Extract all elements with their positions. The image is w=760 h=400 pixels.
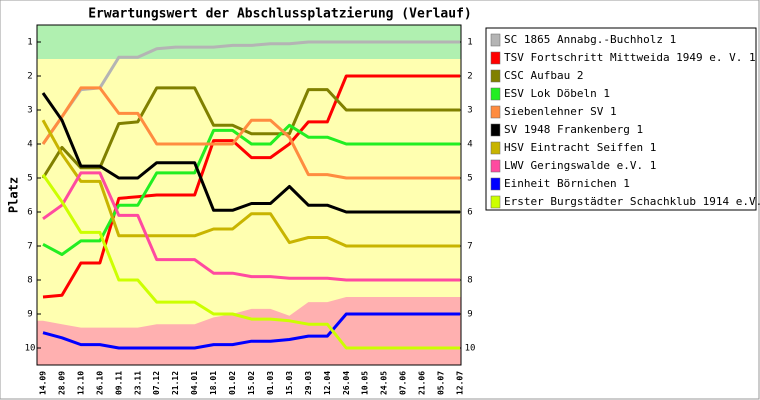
y-tick-label: 6 [27,208,32,218]
x-tick-label: 29.03 [304,371,313,395]
y-axis-label: Platz [7,177,21,213]
y-tick-label: 2 [27,72,32,82]
x-tick-label: 07.12 [152,371,161,395]
series-line [41,86,460,180]
y-tick-label-right: 3 [467,106,472,116]
x-tick-label: 10.05 [361,371,370,395]
y-tick-label: 8 [27,276,32,286]
chart-title: Erwartungswert der Abschlussplatzierung … [88,7,472,22]
y-tick-label-right: 10 [465,344,476,354]
x-tick-label: 26.04 [342,371,351,395]
y-tick-label-right: 8 [467,276,472,286]
series-line [41,173,460,350]
x-tick-label: 21.06 [418,371,427,395]
x-tick-label: 12.04 [323,371,332,395]
legend-label: HSV Eintracht Seiffen 1 [504,141,656,154]
legend-box [485,27,757,211]
x-tick-label: 09.11 [114,371,123,395]
x-tick-label: 01.02 [228,371,237,395]
upper-zone [37,25,461,59]
legend-swatch [490,123,501,137]
y-tick-label: 10 [25,344,36,354]
series-line [42,312,460,350]
legend-label: ESV Lok Döbeln 1 [504,87,610,100]
y-tick-label-right: 2 [467,72,472,82]
x-tick-label: 26.10 [95,371,104,395]
legend-label: Einheit Börnichen 1 [504,177,630,190]
plot-border [36,24,462,366]
y-tick-label-right: 1 [467,38,472,48]
legend-label: CSC Aufbau 2 [504,69,583,82]
y-tick-label: 1 [27,38,32,48]
series-line [41,40,460,145]
x-tick-label: 24.05 [380,371,389,395]
x-tick-label: 07.06 [399,371,408,395]
legend-label: Siebenlehner SV 1 [504,105,617,118]
y-tick-label-right: 6 [467,208,472,218]
series-line [41,92,460,214]
x-tick-label: 28.09 [57,371,66,395]
legend-swatch [490,195,501,209]
y-tick-label-right: 5 [467,174,472,184]
x-tick-label: 15.03 [285,371,294,395]
x-tick-label: 23.11 [133,371,142,395]
series-line [41,119,460,248]
legend-swatch [490,105,501,119]
legend-label: SC 1865 Annabg.-Buchholz 1 [504,33,676,46]
x-tick-label: 18.01 [209,371,218,395]
y-tick-label: 4 [27,140,32,150]
y-tick-label: 3 [27,106,32,116]
x-tick-label: 21.12 [171,371,180,395]
series-line [41,86,460,179]
series-line [42,171,460,282]
x-tick-label: 12.07 [456,371,465,395]
legend-label: Erster Burgstädter Schachklub 1914 e.V. … [504,195,760,208]
y-tick-label-right: 9 [467,310,472,320]
legend-swatch [490,69,501,83]
legend-swatch [490,177,501,191]
legend-label: LWV Geringswalde e.V. 1 [504,159,656,172]
x-tick-label: 05.07 [437,371,446,395]
y-tick-label-right: 4 [467,140,472,150]
x-tick-label: 01.03 [266,371,275,395]
x-tick-label: 04.01 [190,371,199,395]
y-tick-label: 5 [27,174,32,184]
legend-label: SV 1948 Frankenberg 1 [504,123,643,136]
y-tick-label: 9 [27,310,32,320]
x-tick-label: 15.02 [247,371,256,395]
y-tick-label-right: 7 [467,242,472,252]
legend-swatch [490,159,501,173]
x-tick-label: 14.09 [39,371,48,395]
legend-swatch [490,51,501,65]
y-tick-label: 7 [27,242,32,252]
legend-swatch [490,87,501,101]
legend-label: TSV Fortschritt Mittweida 1949 e. V. 1 [504,51,756,64]
legend-swatch [490,33,501,47]
x-tick-label: 12.10 [76,371,85,395]
legend-swatch [490,141,501,155]
